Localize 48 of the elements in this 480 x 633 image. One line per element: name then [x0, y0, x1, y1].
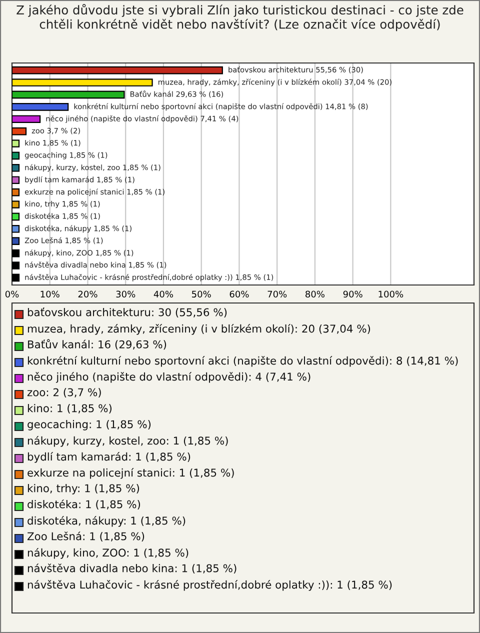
- x-tick-label: 10%: [40, 290, 60, 298]
- text: geocaching: 1 (1,85 %): [28, 420, 151, 430]
- bar: [12, 66, 223, 74]
- bar: [12, 212, 20, 221]
- bar: [12, 224, 20, 233]
- bar: [12, 115, 41, 124]
- bar: [12, 176, 20, 184]
- bar: [12, 237, 20, 245]
- text: nákupy, kino, ZOO: 1 (1,85 %): [28, 548, 188, 559]
- bar: [12, 249, 20, 258]
- text: návštěva divadla nebo kina: 1 (1,85 %): [28, 564, 236, 574]
- text: exkurze na policejní stanici: 1 (1,85 %): [28, 468, 234, 479]
- x-tick-label: 80%: [306, 290, 324, 298]
- x-tick-label: 100%: [378, 290, 404, 298]
- x-tick-label: 60%: [230, 290, 249, 298]
- bar: [12, 127, 27, 136]
- bar: [12, 200, 20, 208]
- bar: [12, 274, 20, 282]
- x-tick-label: 70%: [268, 290, 287, 298]
- bar: [12, 103, 69, 111]
- bar: [12, 152, 20, 160]
- text: kino: 1 (1,85 %): [28, 404, 112, 414]
- text: návštěva Luhačovic - krásné prostřední,dobré oplatky :)): 1 (1,85 %): [28, 580, 392, 591]
- text: diskotéka: 1 (1,85 %): [28, 500, 140, 510]
- x-tick-label: 20%: [78, 290, 98, 298]
- text: kino, trhy: 1 (1,85 %): [28, 484, 140, 494]
- text: Zoo Lešná: 1 (1,85 %): [27, 532, 144, 542]
- bar: [12, 140, 20, 148]
- text: konkrétní kulturní nebo sportovní akci (napište do vlastní odpovědi): 8 (14,81 %): [28, 356, 458, 367]
- text: zoo: 2 (3,7 %): [27, 388, 101, 398]
- x-tick-label: 40%: [154, 290, 174, 298]
- bar: [12, 262, 20, 270]
- bar: [12, 188, 20, 196]
- text: bydlí tam kamarád: 1 (1,85 %): [28, 452, 190, 463]
- text: Baťův kanál: 16 (29,63 %): [28, 339, 166, 350]
- x-tick-label: 30%: [116, 290, 136, 298]
- text: nákupy, kurzy, kostel, zoo: 1 (1,85 %): [28, 436, 228, 447]
- chart-title: Z jakého důvodu jste si vybrali Zlín jako turistickou destinaci - co jste zde chtěli konkrétně vidět nebo navštívit? (Lze označit více odpovědí): [16, 4, 464, 32]
- text: něco jiného (napište do vlastní odpovědi): 4 (7,41 %): [28, 372, 310, 383]
- text: diskotéka, nákupy: 1 (1,85 %): [28, 516, 186, 527]
- x-tick-label: 50%: [192, 290, 211, 298]
- bar: [12, 78, 153, 86]
- x-tick-label: 90%: [343, 290, 362, 298]
- x-tick-label: 0%: [5, 290, 19, 298]
- bar: [12, 164, 20, 172]
- text: muzea, hrady, zámky, zříceniny (i v blízkém okolí): 20 (37,04 %): [28, 324, 370, 335]
- bar: [12, 90, 125, 99]
- text: baťovskou architekturu: 30 (55,56 %): [28, 307, 227, 318]
